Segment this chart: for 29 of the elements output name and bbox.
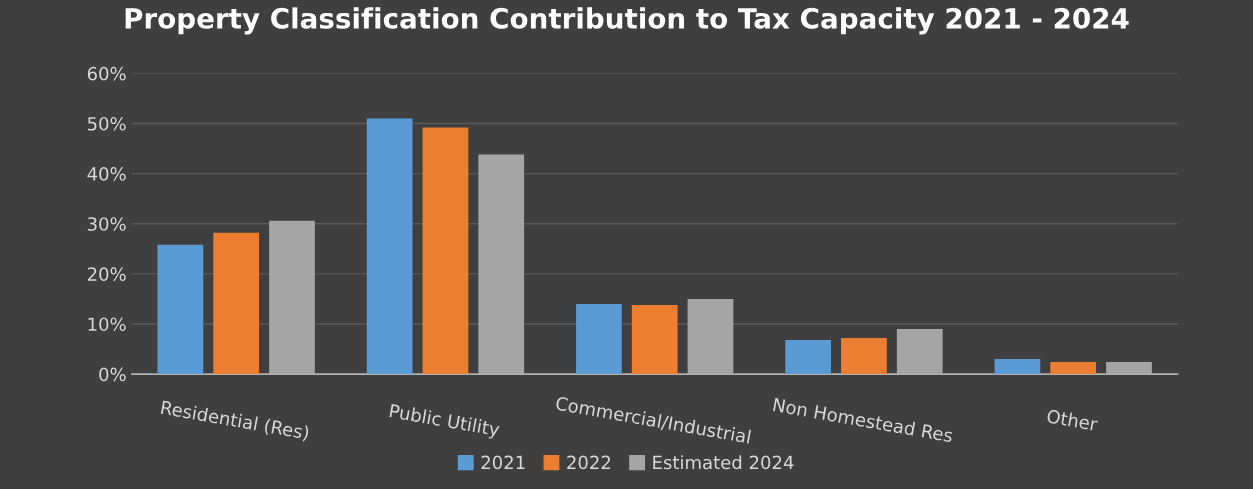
y-tick-label: 30% bbox=[87, 217, 126, 231]
y-tick-label: 50% bbox=[87, 116, 126, 131]
bar bbox=[1050, 362, 1097, 375]
bar bbox=[576, 303, 622, 375]
legend-label: Estimated 2024 bbox=[653, 455, 794, 470]
bar bbox=[994, 359, 1041, 375]
bar bbox=[366, 118, 413, 375]
x-tick-label: Public Utility bbox=[388, 403, 501, 440]
y-tick-label: 20% bbox=[87, 267, 126, 281]
bar bbox=[213, 232, 260, 375]
bar bbox=[157, 244, 204, 375]
bar bbox=[422, 127, 469, 375]
bar bbox=[896, 328, 943, 375]
bar bbox=[1106, 362, 1152, 375]
y-tick-label: 40% bbox=[87, 167, 126, 181]
bar bbox=[841, 338, 887, 375]
bar bbox=[269, 220, 315, 375]
bar bbox=[687, 298, 734, 375]
bar bbox=[478, 154, 525, 375]
bar bbox=[785, 340, 832, 375]
x-tick-label: Residential (Res) bbox=[160, 400, 310, 442]
y-tick-label: 0% bbox=[99, 367, 126, 382]
legend-label: 2021 bbox=[481, 455, 525, 470]
x-tick-label: Other bbox=[1046, 408, 1099, 432]
y-tick-label: 10% bbox=[88, 317, 126, 332]
y-tick-label: 60% bbox=[87, 66, 126, 81]
legend-label: 2022 bbox=[567, 455, 611, 470]
chart-title: Property Classification Contribution to Tax Capacity 2021 - 2024 bbox=[125, 7, 1129, 35]
bar bbox=[631, 304, 678, 375]
